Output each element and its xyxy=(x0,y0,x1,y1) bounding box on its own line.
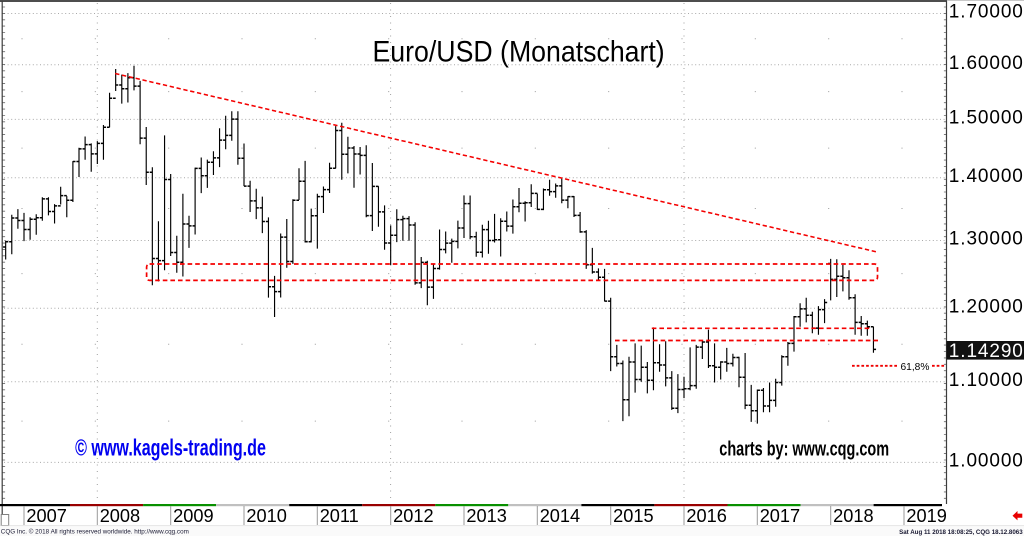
svg-text:2011: 2011 xyxy=(320,506,359,526)
svg-text:2012: 2012 xyxy=(393,506,433,526)
svg-text:1.40000: 1.40000 xyxy=(949,166,1024,187)
svg-text:1.14290: 1.14290 xyxy=(949,341,1024,362)
svg-text:2008: 2008 xyxy=(100,506,140,526)
svg-text:1.20000: 1.20000 xyxy=(949,296,1024,317)
svg-text:2013: 2013 xyxy=(466,506,506,526)
svg-text:1.60000: 1.60000 xyxy=(949,53,1024,74)
svg-text:2017: 2017 xyxy=(760,506,800,526)
svg-text:CQG Inc. © 2018 All rights res: CQG Inc. © 2018 All rights reserved worl… xyxy=(1,527,189,535)
svg-text:2010: 2010 xyxy=(246,506,286,526)
svg-text:1.70000: 1.70000 xyxy=(949,2,1024,23)
svg-text:1.50000: 1.50000 xyxy=(949,108,1024,129)
svg-text:61,8%: 61,8% xyxy=(901,362,930,373)
svg-text:2015: 2015 xyxy=(613,506,653,526)
svg-text:1.00000: 1.00000 xyxy=(949,451,1024,472)
svg-text:charts by: www.cqg.com: charts by: www.cqg.com xyxy=(719,439,889,461)
svg-text:1.30000: 1.30000 xyxy=(949,229,1024,250)
svg-text:2014: 2014 xyxy=(540,506,580,526)
svg-text:1.10000: 1.10000 xyxy=(949,370,1024,391)
svg-text:© www.kagels-trading.de: © www.kagels-trading.de xyxy=(75,435,266,461)
svg-text:Euro/USD (Monatschart): Euro/USD (Monatschart) xyxy=(373,35,665,68)
svg-text:Sat Aug 11 2018 18:08:25, CQG: Sat Aug 11 2018 18:08:25, CQG 18.12.8063 xyxy=(899,529,1023,536)
svg-text:2009: 2009 xyxy=(173,506,213,526)
svg-text:2016: 2016 xyxy=(686,506,726,526)
svg-text:2007: 2007 xyxy=(26,506,66,526)
svg-text:2019: 2019 xyxy=(906,506,946,526)
svg-text:2018: 2018 xyxy=(833,506,873,526)
